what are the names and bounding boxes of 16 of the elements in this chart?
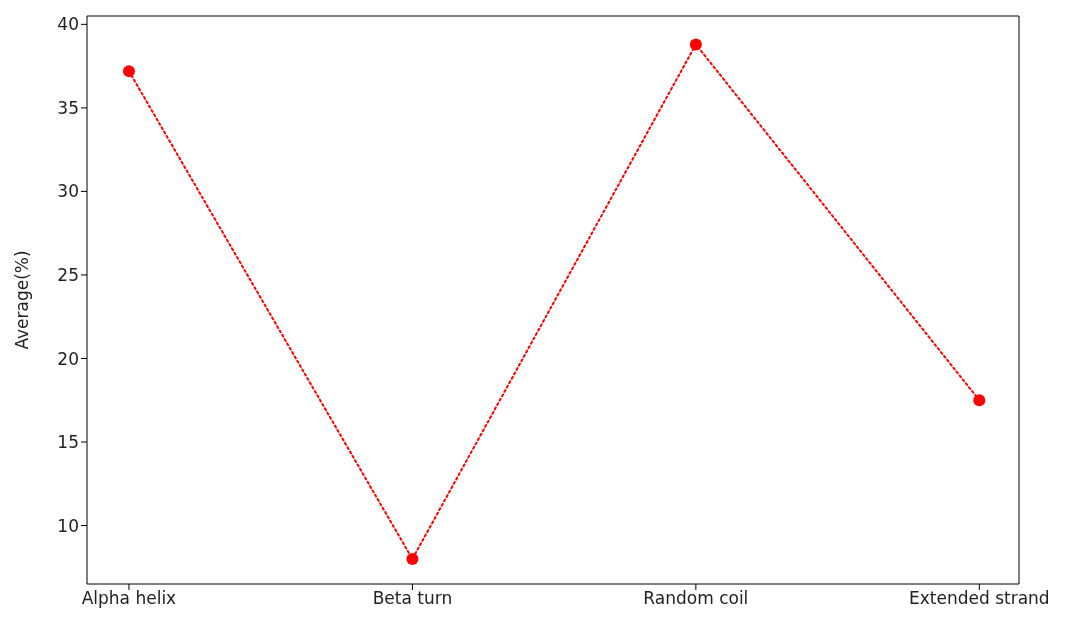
x-tick-label: Random coil <box>643 588 749 609</box>
x-tick-label: Beta turn <box>372 588 453 609</box>
y-tick-label: 15 <box>57 432 79 453</box>
y-tick-label: 25 <box>57 264 79 285</box>
y-axis-title: Average(%) <box>12 250 33 350</box>
y-tick-label: 30 <box>57 181 79 202</box>
x-tick-label: Alpha helix <box>81 588 177 609</box>
point <box>406 552 419 565</box>
point <box>122 65 135 78</box>
x-tick-label: Extended strand <box>909 588 1050 609</box>
point <box>973 394 986 407</box>
y-tick-label: 20 <box>57 348 79 369</box>
y-tick-label: 10 <box>57 515 79 536</box>
point <box>689 38 702 51</box>
y-tick-label: 35 <box>57 97 79 118</box>
y-tick-label: 40 <box>57 14 79 35</box>
